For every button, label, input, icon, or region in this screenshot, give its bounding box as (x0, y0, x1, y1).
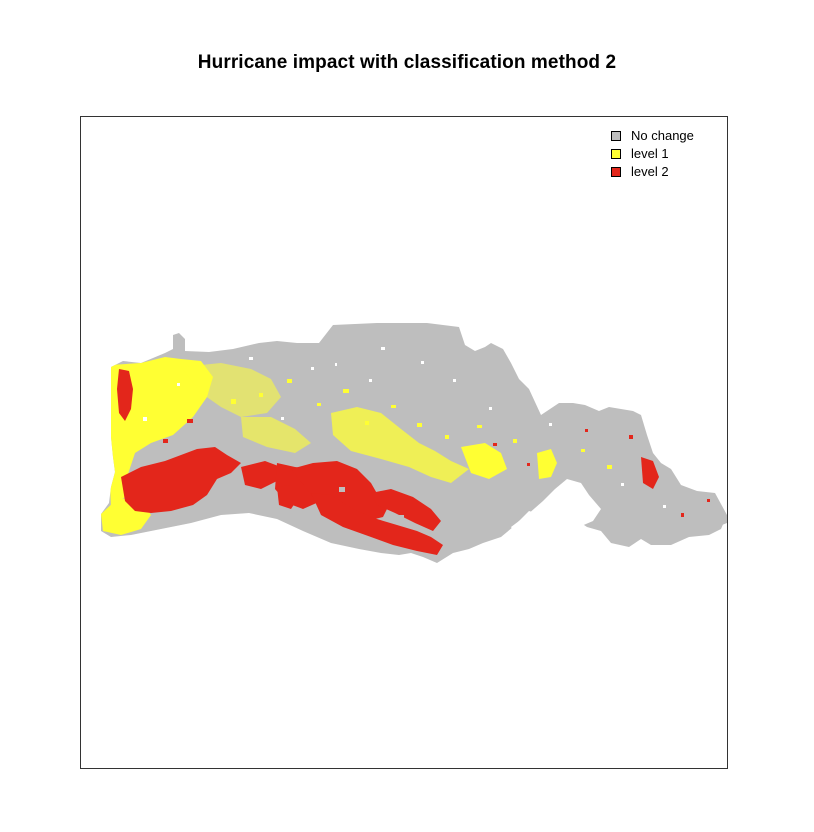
legend-swatch-level-2 (611, 167, 621, 177)
map-panel: No change level 1 level 2 (80, 116, 728, 769)
legend-item-level-1: level 1 (611, 145, 694, 163)
lake-water-small (581, 553, 629, 573)
lake-water (511, 479, 601, 541)
legend-item-no-change: No change (611, 127, 694, 145)
legend-label-level-1: level 1 (631, 146, 669, 161)
legend-label-level-2: level 2 (631, 164, 669, 179)
coastline-right (709, 515, 727, 527)
legend: No change level 1 level 2 (611, 127, 694, 181)
legend-label-no-change: No change (631, 128, 694, 143)
legend-swatch-no-change (611, 131, 621, 141)
impact-map (101, 323, 727, 573)
legend-swatch-level-1 (611, 149, 621, 159)
legend-item-level-2: level 2 (611, 163, 694, 181)
plot-title: Hurricane impact with classification met… (197, 52, 617, 73)
speckle-detail (143, 347, 710, 519)
